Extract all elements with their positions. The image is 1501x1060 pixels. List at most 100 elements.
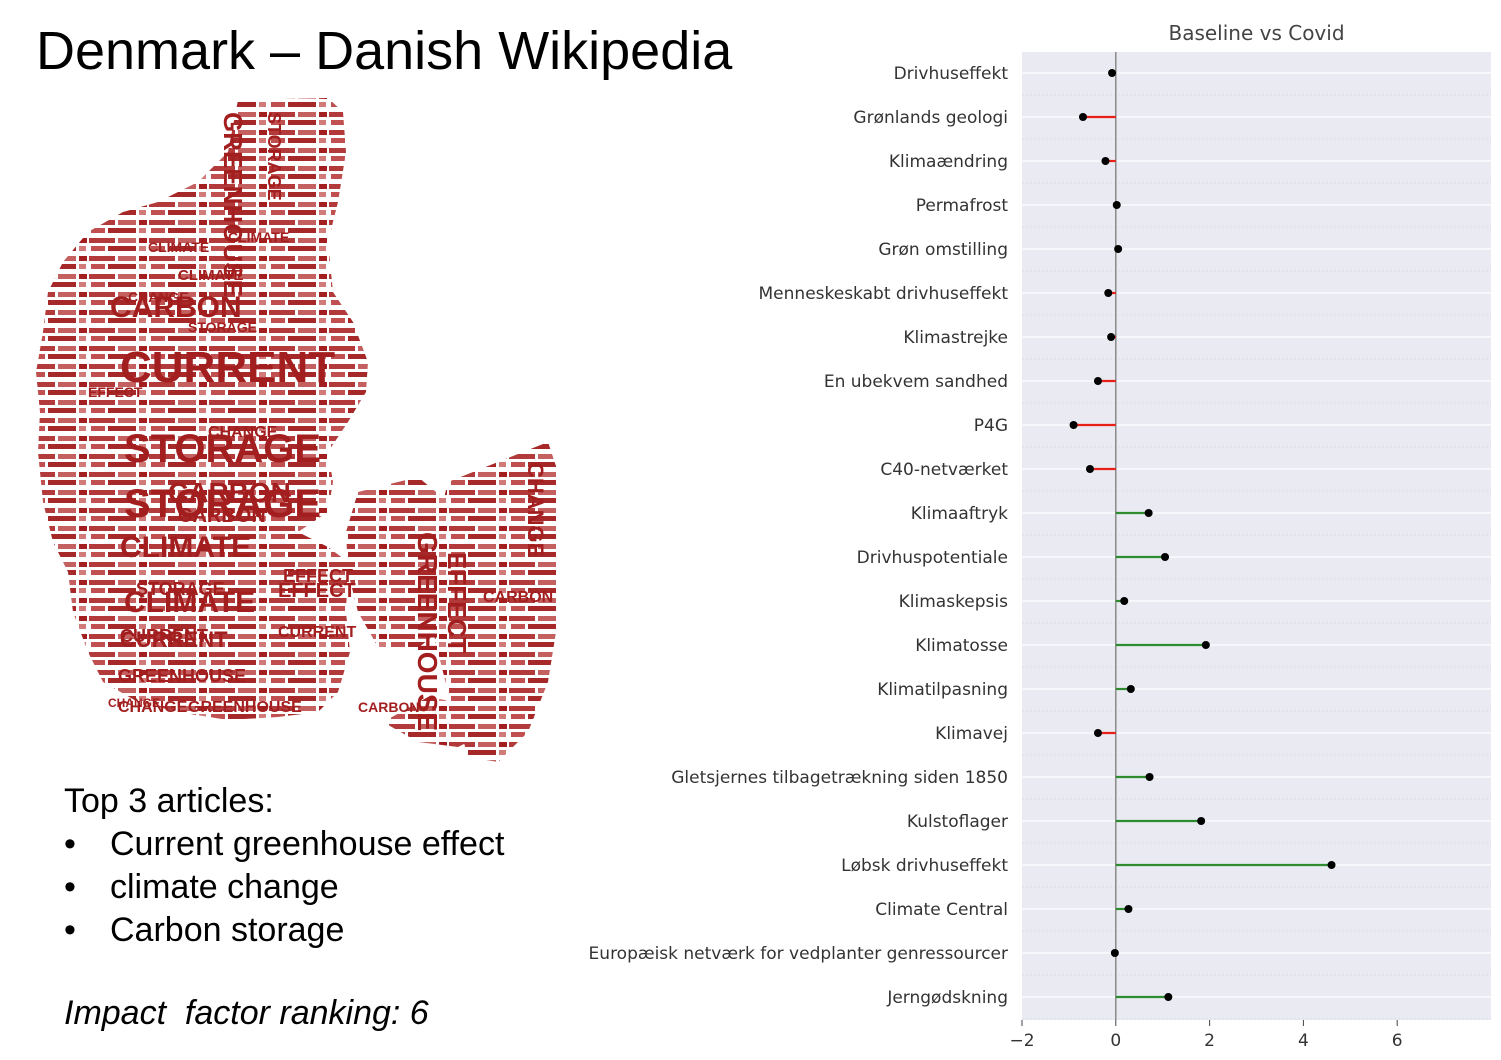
data-point <box>1086 465 1095 473</box>
top-article-item: • climate change <box>64 866 504 909</box>
top-articles-block: Top 3 articles: • Current greenhouse effe… <box>64 780 504 952</box>
wordcloud-word: CLIMATE <box>148 239 209 255</box>
wordcloud-word: STORAGE <box>136 579 225 599</box>
bullet-icon: • <box>64 868 76 906</box>
top-article-item: • Carbon storage <box>64 909 504 952</box>
category-label: C40-netværket <box>880 460 1008 480</box>
x-tick-label: 2 <box>1204 1031 1215 1051</box>
data-point <box>1197 817 1206 825</box>
category-label: Kulstoflager <box>907 812 1008 832</box>
data-point <box>1104 289 1113 297</box>
wordcloud-word: CLIMATE <box>124 586 255 619</box>
wordcloud-word: GREENHOUSE <box>412 532 443 731</box>
data-point <box>1069 421 1078 429</box>
wordcloud-word: CLIMATE <box>120 531 251 564</box>
wordcloud-word: CARBON <box>110 291 242 324</box>
wordcloud-word: STORAGE <box>188 319 257 335</box>
category-label: Permafrost <box>916 196 1009 216</box>
wordcloud-word: EFFECT <box>278 580 356 602</box>
data-point <box>1327 861 1336 869</box>
bullet-icon: • <box>64 825 76 863</box>
category-label: Grønlands geologi <box>853 108 1008 128</box>
category-label: Gletsjernes tilbagetrækning siden 1850 <box>671 768 1008 788</box>
category-label: Klimatilpasning <box>877 680 1008 700</box>
category-label: Klimastrejke <box>903 328 1008 348</box>
data-point <box>1110 949 1119 957</box>
wordcloud-word: CLIMATE <box>228 229 289 245</box>
data-point <box>1144 509 1153 517</box>
category-label: Klimaskepsis <box>899 592 1008 612</box>
data-point <box>1126 685 1135 693</box>
baseline-vs-covid-chart: Baseline vs Covid Drivhuseffekt Grønlands … <box>589 21 1491 1051</box>
data-point <box>1124 905 1133 913</box>
wordcloud-word: EFFECT <box>88 384 143 400</box>
data-point <box>1161 553 1170 561</box>
wordcloud-word: EFFECT <box>442 552 472 653</box>
data-point <box>1078 113 1087 121</box>
data-point <box>1164 993 1173 1001</box>
slide-title: Denmark – Danish Wikipedia <box>36 21 733 81</box>
denmark-wordcloud-map: CURRENT STORAGE STORAGE CARBON CARBON CLIMATE… <box>28 92 568 782</box>
wordcloud-word: CHANGE <box>128 289 189 305</box>
wordcloud-word: CHANGE <box>108 696 160 710</box>
category-label: Climate Central <box>875 900 1008 920</box>
data-point <box>1120 597 1129 605</box>
data-point <box>1112 201 1121 209</box>
category-label: Jerngødskning <box>886 988 1008 1008</box>
wordcloud-word: EFFECT <box>283 566 353 586</box>
category-label: Klimatosse <box>915 636 1008 656</box>
data-point <box>1093 729 1102 737</box>
data-point <box>1145 773 1154 781</box>
wordcloud-word: CURRENT <box>278 624 356 641</box>
top-article-item: • Current greenhouse effect <box>64 823 504 866</box>
data-point <box>1107 333 1116 341</box>
category-label: Klimavej <box>935 724 1008 744</box>
category-label: Klimaaftryk <box>911 504 1008 524</box>
x-tick-label: 6 <box>1392 1031 1403 1051</box>
wordcloud-word: CARBON <box>483 589 553 606</box>
wordcloud-word: CHANGE <box>208 424 278 441</box>
x-tick-label: −2 <box>1009 1031 1034 1051</box>
wordcloud-words: CURRENTSTORAGESTORAGECARBONCARBONCLIMATE… <box>88 112 553 731</box>
wordcloud-word: GREENHOUSE <box>188 699 302 716</box>
category-label: Menneskeskabt drivhuseffekt <box>759 284 1009 304</box>
data-point <box>1108 69 1117 77</box>
top-article-text: climate change <box>110 868 339 906</box>
wordcloud-word: GREENHOUSE <box>118 666 246 686</box>
wordcloud-word: CHANGE <box>523 462 548 557</box>
wordcloud-word: CARBON <box>178 505 266 527</box>
x-tick-label: 4 <box>1298 1031 1309 1051</box>
wordcloud-word: STORAGE <box>264 112 284 201</box>
data-point <box>1114 245 1123 253</box>
category-label: Europæisk netværk for vedplanter genress… <box>589 944 1008 964</box>
x-tick-label: 0 <box>1110 1031 1121 1051</box>
category-label: Drivhuspotentiale <box>857 548 1008 568</box>
wordcloud-word: STORAGE <box>124 482 321 526</box>
category-label: Drivhuseffekt <box>894 64 1009 84</box>
category-label: Løbsk drivhuseffekt <box>841 856 1008 876</box>
wordcloud-word: CARBON <box>358 699 419 715</box>
data-point <box>1101 157 1110 165</box>
category-label: Grøn omstilling <box>878 240 1008 260</box>
top-articles-list: • Current greenhouse effect • climate chan… <box>64 823 504 952</box>
category-label: Klimaændring <box>889 152 1008 172</box>
wordcloud-word: CURRENT <box>120 343 335 392</box>
data-point <box>1093 377 1102 385</box>
wordcloud-word: CURRENT <box>120 626 208 646</box>
wordcloud-word: CLIMATE <box>178 267 244 284</box>
wordcloud-svg: CURRENTSTORAGESTORAGECARBONCARBONCLIMATE… <box>36 98 558 762</box>
chart-title: Baseline vs Covid <box>1168 21 1344 45</box>
bullet-icon: • <box>64 911 76 949</box>
top-article-text: Current greenhouse effect <box>110 825 505 863</box>
data-point <box>1201 641 1210 649</box>
wordcloud-word: STORAGE <box>124 427 321 471</box>
category-label: En ubekvem sandhed <box>824 372 1008 392</box>
wordcloud-word: CARBON <box>168 477 291 508</box>
top-article-text: Carbon storage <box>110 911 345 949</box>
impact-factor-ranking: Impact factor ranking: 6 <box>64 994 429 1032</box>
wordcloud-word: CHANGE <box>118 699 188 716</box>
plot-background <box>1022 52 1491 1020</box>
category-label: P4G <box>974 416 1008 436</box>
top-articles-heading: Top 3 articles: <box>64 782 274 820</box>
wordcloud-word: CURRENT <box>120 627 228 652</box>
